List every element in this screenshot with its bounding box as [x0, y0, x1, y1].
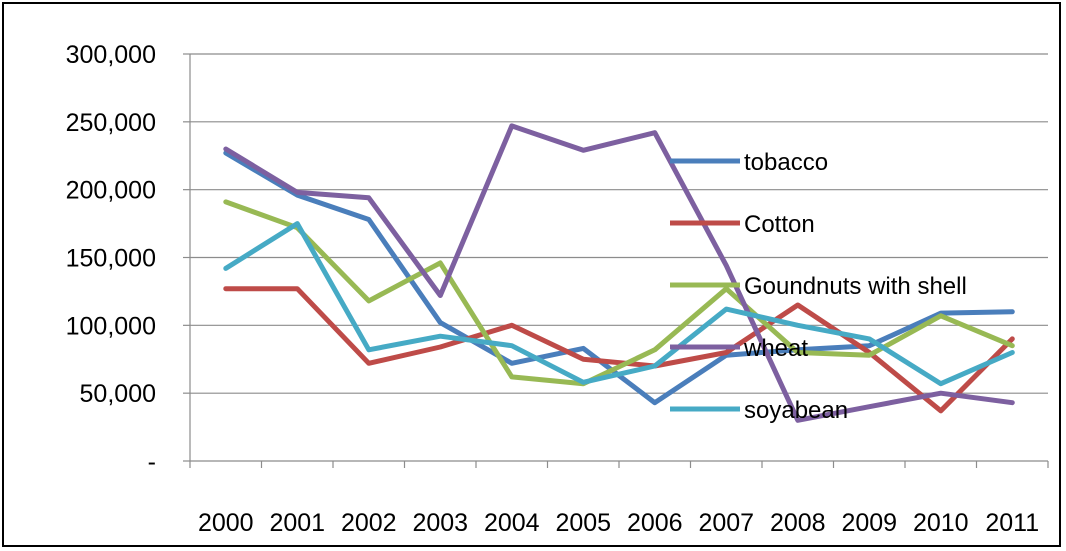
series-line-wheat — [223, 123, 1015, 423]
x-tick-label: 2009 — [841, 509, 897, 537]
y-tick-label: 300,000 — [66, 41, 156, 69]
x-tick-label: 2010 — [913, 509, 969, 537]
legend: tobacco Cotton Goundnuts with shell wheat so… — [670, 149, 967, 424]
x-tick-label: 2003 — [412, 509, 468, 537]
x-tick-label: 2006 — [627, 509, 683, 537]
y-axis-tick-labels: - 50,000 100,000 150,000 200,000 250,000 300,0… — [66, 41, 156, 476]
y-tick-label: 50,000 — [80, 380, 156, 408]
legend-label: Cotton — [744, 211, 815, 238]
x-tick-label: 2005 — [555, 509, 611, 537]
series-lines — [223, 123, 1015, 423]
axes — [183, 53, 1049, 468]
series-line-cotton — [223, 286, 1015, 414]
legend-label: tobacco — [744, 149, 828, 176]
x-tick-label: 2001 — [269, 509, 325, 537]
series-line-soyabean — [223, 221, 1015, 387]
legend-label: Goundnuts with shell — [744, 273, 967, 300]
x-tick-label: 2007 — [698, 509, 754, 537]
x-tick-label: 2002 — [341, 509, 397, 537]
y-tick-label: 200,000 — [66, 177, 156, 205]
legend-label: wheat — [743, 335, 808, 362]
legend-label: soyabean — [744, 397, 848, 424]
x-tick-label: 2008 — [770, 509, 826, 537]
x-axis-tick-labels: 2000 2001 2002 2003 2004 2005 2006 2007 2008 2009… — [198, 509, 1039, 537]
y-tick-label: 250,000 — [66, 109, 156, 137]
y-tick-label: 100,000 — [66, 312, 156, 340]
x-tick-label: 2004 — [484, 509, 540, 537]
x-tick-label: 2011 — [985, 509, 1039, 537]
y-tick-label: 150,000 — [66, 245, 156, 273]
y-tick-label: - — [148, 448, 156, 476]
x-tick-label: 2000 — [198, 509, 254, 537]
gridlines — [190, 53, 1048, 394]
